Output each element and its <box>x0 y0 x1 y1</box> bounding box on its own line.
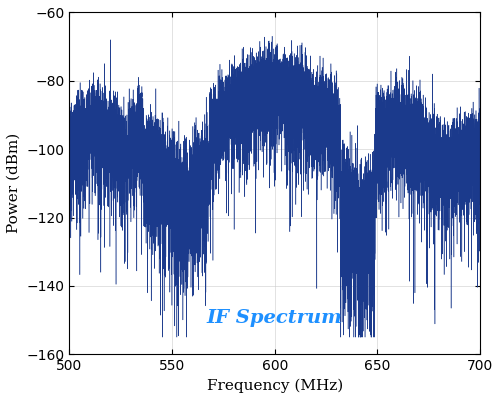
Y-axis label: Power (dBm): Power (dBm) <box>7 133 21 234</box>
X-axis label: Frequency (MHz): Frequency (MHz) <box>206 379 343 393</box>
Text: IF Spectrum: IF Spectrum <box>207 309 342 327</box>
